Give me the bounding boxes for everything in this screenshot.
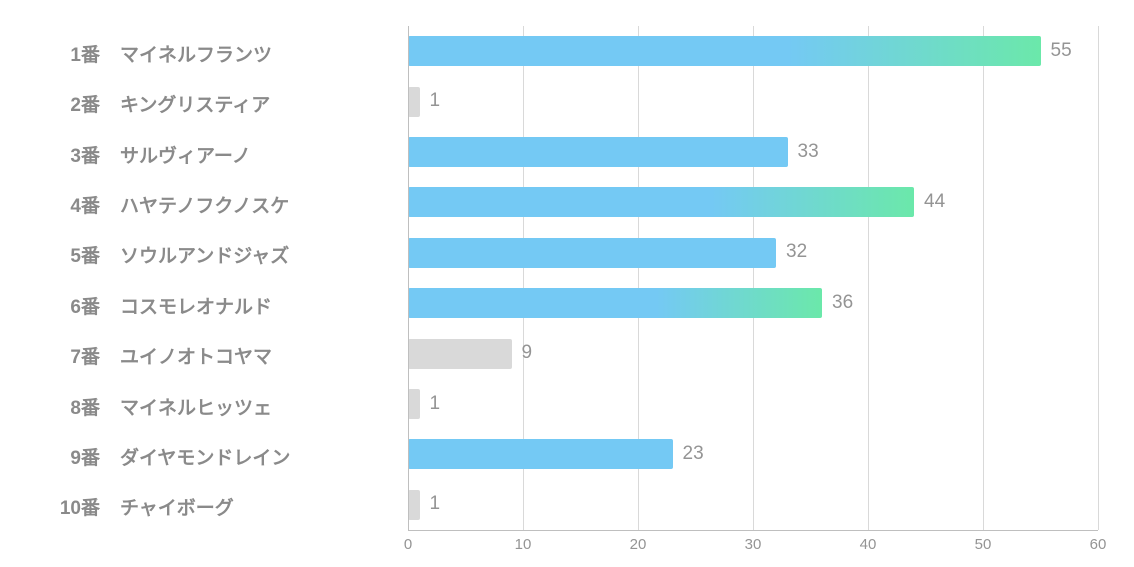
bar [408, 137, 788, 167]
rank-label: 10番 [60, 493, 100, 520]
value-label: 44 [924, 191, 945, 213]
bar [408, 238, 776, 268]
x-tick-label: 60 [1090, 536, 1107, 553]
value-label: 9 [522, 342, 533, 364]
bar [408, 288, 822, 318]
rank-label: 5番 [70, 241, 100, 268]
gridline [753, 26, 754, 530]
horse-name-label: マイネルフランツ [120, 40, 272, 67]
gridline [868, 26, 869, 530]
horse-name-label: ユイノオトコヤマ [120, 342, 272, 369]
rank-label: 1番 [70, 40, 100, 67]
horse-bar-chart: 1番マイネルフランツ 55 2番キングリスティア 1 3番サルヴィアーノ 33 4番ハヤテノ… [0, 0, 1134, 567]
value-label: 55 [1051, 40, 1072, 62]
bar [408, 490, 420, 520]
value-label: 23 [683, 443, 704, 465]
horse-name-label: ハヤテノフクノスケ [120, 191, 289, 218]
y-axis-line [408, 26, 409, 530]
x-tick-label: 40 [860, 536, 877, 553]
rank-label: 8番 [70, 393, 100, 420]
bar [408, 36, 1041, 66]
rank-label: 7番 [70, 342, 100, 369]
rank-label: 4番 [70, 191, 100, 218]
x-tick-label: 30 [745, 536, 762, 553]
horse-name-label: マイネルヒッツェ [120, 393, 272, 420]
bar [408, 389, 420, 419]
rank-label: 9番 [70, 443, 100, 470]
horse-name-label: ダイヤモンドレイン [120, 443, 290, 470]
value-label: 36 [832, 292, 853, 314]
value-label: 1 [430, 393, 441, 415]
x-tick-label: 50 [975, 536, 992, 553]
value-label: 1 [430, 90, 441, 112]
bar [408, 339, 512, 369]
rank-label: 2番 [70, 90, 100, 117]
horse-name-label: ソウルアンドジャズ [120, 241, 289, 268]
x-tick-label: 10 [515, 536, 532, 553]
horse-name-label: キングリスティア [120, 90, 270, 117]
rank-label: 6番 [70, 292, 100, 319]
rank-label: 3番 [70, 141, 100, 168]
value-label: 33 [798, 141, 819, 163]
horse-name-label: チャイボーグ [120, 493, 234, 520]
bar [408, 187, 914, 217]
x-axis-line [408, 530, 1098, 531]
horse-name-label: コスモレオナルド [120, 292, 272, 319]
x-tick-label: 20 [630, 536, 647, 553]
value-label: 32 [786, 241, 807, 263]
horse-name-label: サルヴィアーノ [120, 141, 251, 168]
x-tick-label: 0 [404, 536, 412, 553]
gridline [983, 26, 984, 530]
value-label: 1 [430, 493, 441, 515]
bar [408, 439, 673, 469]
bar [408, 87, 420, 117]
gridline [1098, 26, 1099, 530]
